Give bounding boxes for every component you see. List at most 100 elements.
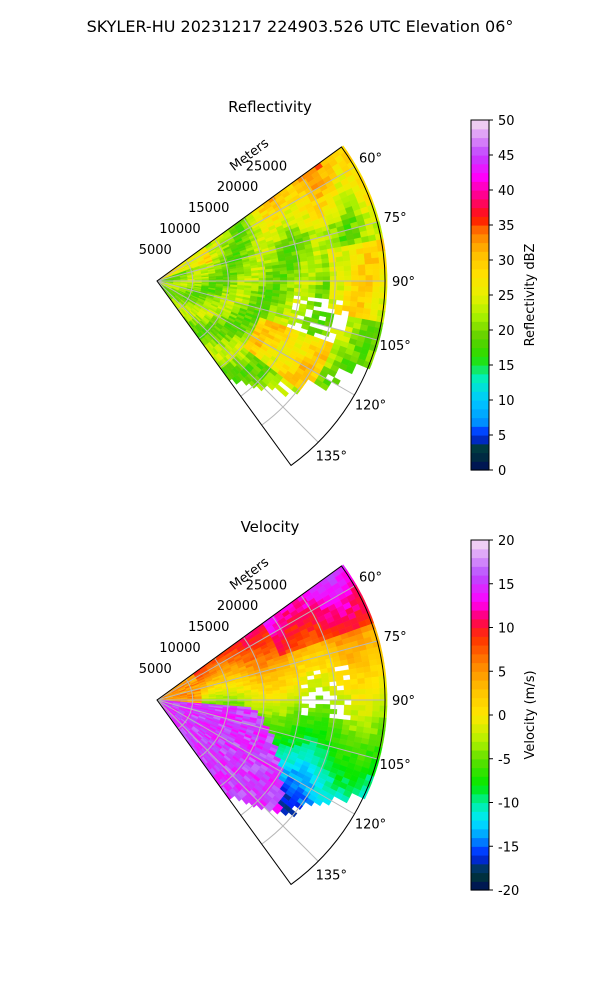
radar-cell: [350, 285, 359, 292]
radar-cell: [365, 286, 374, 293]
polar-grid: [156, 166, 385, 443]
colorbar-swatch: [471, 242, 489, 252]
chart-panels: Reflectivity500010000150002000025000Mete…: [139, 98, 538, 899]
radar-cell: [300, 687, 309, 693]
colorbar-swatch: [471, 382, 489, 392]
radar-cell: [293, 265, 302, 271]
colorbar-label: Velocity (m/s): [523, 670, 538, 759]
colorbar-swatch: [471, 881, 489, 891]
radar-cell: [358, 275, 367, 282]
colorbar-swatch: [471, 181, 489, 191]
radar-cell: [365, 699, 374, 706]
radar-cell: [350, 259, 359, 266]
radar-cell: [372, 269, 381, 276]
radar-cell: [355, 667, 365, 674]
radar-cell: [357, 710, 366, 717]
panel-title: Velocity: [241, 518, 300, 536]
radar-cell: [266, 382, 276, 391]
colorbar-swatch: [471, 680, 489, 690]
radar-cell: [351, 694, 359, 701]
radar-cell: [241, 377, 250, 386]
radar-cell: [370, 722, 380, 730]
radar-cell: [272, 271, 281, 276]
radar-cell: [287, 277, 295, 282]
radar-cell: [293, 688, 302, 694]
radar-cell: [319, 382, 330, 392]
radar-cell: [336, 694, 345, 701]
radar-cell: [237, 276, 245, 280]
radar-cell: [336, 689, 345, 696]
radial-tick-label: 20000: [217, 599, 258, 614]
radar-cell: [322, 686, 331, 692]
colorbar-label: Reflectivity dBZ: [523, 244, 538, 347]
radar-cell: [371, 682, 380, 689]
radar-cell: [315, 289, 324, 295]
radar-cell: [358, 286, 366, 293]
radar-cell: [315, 267, 324, 273]
radar-cell: [329, 289, 338, 296]
radar-cell: [315, 284, 324, 290]
radar-cell: [329, 271, 338, 277]
radial-tick-label: 15000: [188, 201, 229, 216]
radar-cell: [322, 708, 331, 714]
radar-cell: [279, 689, 288, 694]
colorbar-swatch: [471, 268, 489, 279]
colorbar-tick-label: 15: [498, 578, 515, 593]
radar-cell: [328, 261, 337, 268]
colorbar-swatch: [471, 793, 489, 804]
colorbar-swatch: [471, 601, 489, 611]
radar-cell: [315, 703, 324, 709]
radar-cell: [329, 285, 338, 291]
radar-cell: [357, 715, 366, 723]
radar-cell: [379, 693, 388, 701]
radar-cell: [308, 268, 316, 274]
colorbar-swatch: [471, 706, 489, 716]
radar-cell: [308, 276, 317, 282]
radar-cell: [327, 303, 336, 310]
radar-cell: [369, 664, 379, 673]
azimuth-tick-label: 105°: [379, 758, 410, 773]
radar-cell: [351, 275, 359, 282]
radar-cell: [287, 696, 295, 701]
radial-tick-label: 10000: [159, 222, 200, 237]
colorbar-swatch: [471, 741, 489, 751]
colorbar-swatch: [471, 758, 489, 769]
radar-cell: [350, 264, 359, 272]
radar-cell: [365, 280, 374, 287]
radar-cell: [265, 274, 274, 279]
radar-cell: [372, 705, 381, 712]
colorbar-swatch: [471, 277, 489, 287]
radar-cell: [294, 276, 302, 282]
colorbar-swatch: [471, 198, 489, 209]
colorbar-swatch: [471, 540, 489, 550]
azimuth-tick-label: 105°: [379, 339, 410, 354]
colorbar-swatch: [471, 373, 489, 384]
radar-cell: [314, 263, 323, 269]
colorbar-tick-label: 45: [498, 149, 515, 164]
radar-cell: [350, 704, 359, 711]
radar-cell: [350, 683, 359, 691]
colorbar-swatch: [471, 216, 489, 226]
radar-cell: [279, 702, 288, 708]
colorbar-tick-label: -10: [498, 797, 519, 812]
radar-cell: [379, 681, 388, 689]
radar-cell: [314, 293, 323, 299]
colorbar: -20 -15 -10 -5 0 5 10 15 20 Velocity (m/s): [470, 534, 538, 899]
radar-cell: [343, 290, 352, 297]
colorbar-swatch: [471, 461, 489, 471]
radar-cell: [372, 688, 381, 695]
colorbar-swatch: [471, 627, 489, 637]
colorbar-swatch: [471, 286, 489, 296]
radar-cell: [329, 690, 338, 696]
radar-cell: [308, 284, 317, 290]
colorbar-swatch: [471, 618, 489, 629]
range-ring: [261, 176, 336, 426]
colorbar-tick-label: 35: [498, 219, 515, 234]
colorbar-swatch: [471, 146, 489, 156]
colorbar-swatch: [471, 408, 489, 419]
radar-cell: [272, 690, 281, 695]
azimuth-spoke: [156, 166, 355, 282]
colorbar-swatch: [471, 155, 489, 165]
colorbar-swatch: [471, 662, 489, 672]
colorbar-swatch: [471, 750, 489, 760]
